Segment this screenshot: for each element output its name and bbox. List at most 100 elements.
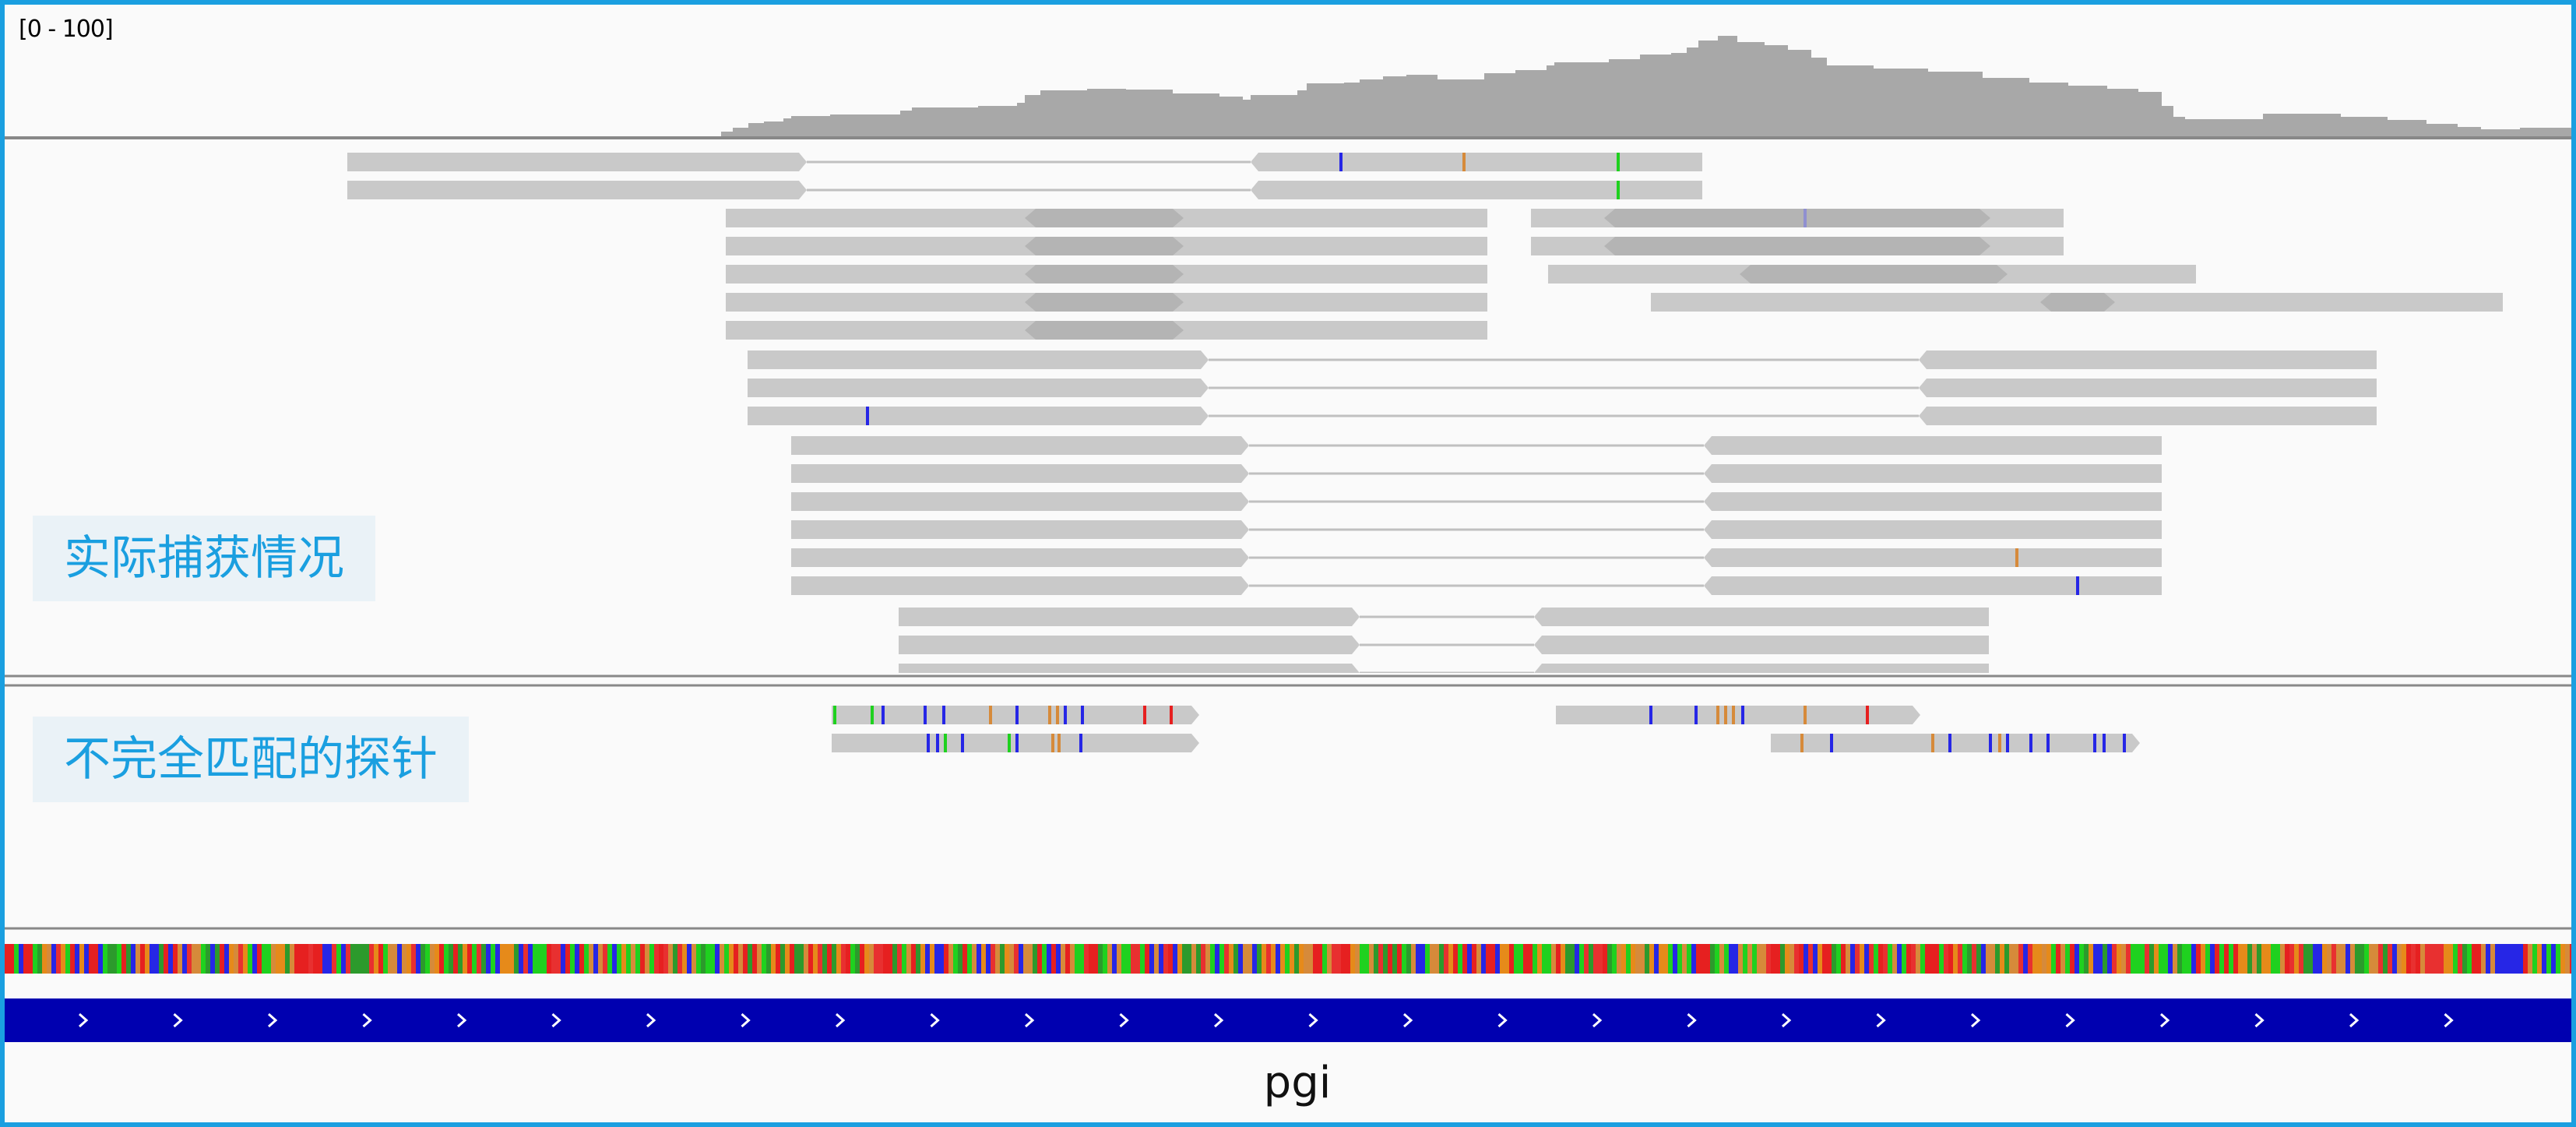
reference-base (677, 944, 682, 974)
spliced-read-pair[interactable] (791, 548, 2162, 567)
reference-base (332, 944, 336, 974)
reference-base (37, 944, 42, 974)
mismatch-mark (1008, 734, 1011, 752)
reference-base (1126, 944, 1131, 974)
spliced-read-pair[interactable] (791, 436, 2162, 455)
reference-base (1930, 944, 1934, 974)
mismatch-mark (1716, 706, 1719, 724)
reference-base (2364, 944, 2369, 974)
reference-base (1729, 944, 1733, 974)
reference-base (640, 944, 645, 974)
reference-base (860, 944, 864, 974)
probe-alignment[interactable] (1556, 706, 1920, 724)
reference-base (1196, 944, 1201, 974)
read[interactable] (1548, 265, 2196, 284)
read[interactable] (1531, 237, 2064, 255)
reference-base (1705, 944, 1710, 974)
probe-alignment[interactable] (832, 734, 1199, 752)
read[interactable] (726, 209, 1487, 227)
reference-base (906, 944, 911, 974)
gene-feature-track[interactable] (5, 998, 2571, 1042)
reference-base (2084, 944, 2089, 974)
reference-base (1990, 944, 1995, 974)
reference-base (1925, 944, 1930, 974)
reference-base (1187, 944, 1191, 974)
mismatch-mark (1079, 734, 1082, 752)
spliced-read-pair[interactable] (748, 350, 2377, 369)
reference-base (1733, 944, 1738, 974)
spliced-read-pair[interactable] (748, 407, 2377, 425)
reference-base (1976, 944, 1981, 974)
reference-base (621, 944, 626, 974)
reference-base (1584, 944, 1589, 974)
reference-base (2486, 944, 2490, 974)
read[interactable] (726, 265, 1487, 284)
reference-base (2532, 944, 2537, 974)
reference-base (1986, 944, 1990, 974)
read-block (899, 608, 1360, 626)
reference-base (2079, 944, 2084, 974)
coverage-track[interactable] (721, 36, 2571, 138)
read[interactable] (1531, 209, 2064, 227)
spliced-read-pair[interactable] (791, 492, 2162, 511)
reference-base (145, 944, 150, 974)
reference-base (61, 944, 65, 974)
reference-base (430, 944, 435, 974)
reference-base (785, 944, 790, 974)
reference-base (1201, 944, 1205, 974)
mismatch-mark (1051, 734, 1054, 752)
reference-base (2308, 944, 2313, 974)
reference-base (1649, 944, 1654, 974)
read-block (1771, 734, 2140, 752)
reference-base (710, 944, 715, 974)
reference-base (2154, 944, 2159, 974)
reference-base (1780, 944, 1785, 974)
mismatch-mark (1170, 706, 1173, 724)
read-block (791, 436, 1249, 455)
gene-feature-bar[interactable] (5, 998, 2571, 1042)
chevron-right-icon (836, 1013, 846, 1028)
reference-base (2107, 944, 2112, 974)
reference-base (2495, 944, 2500, 974)
read[interactable] (1651, 293, 2503, 312)
read-overlap (1025, 265, 1184, 284)
probe-alignment[interactable] (1771, 734, 2140, 752)
reference-base (2360, 944, 2364, 974)
reference-base (1416, 944, 1420, 974)
read-block (1704, 520, 2162, 539)
alignment-reads-track[interactable] (5, 153, 2571, 685)
reference-base (547, 944, 551, 974)
spliced-read-pair[interactable] (791, 520, 2162, 539)
reference-base (1743, 944, 1747, 974)
probe-alignment[interactable] (832, 706, 1199, 724)
reference-base (2500, 944, 2504, 974)
spliced-read-pair[interactable] (347, 153, 1702, 171)
reference-base (1019, 944, 1023, 974)
reference-base (542, 944, 547, 974)
reference-base (1285, 944, 1290, 974)
spliced-read-pair[interactable] (347, 181, 1702, 199)
reference-base (168, 944, 173, 974)
spliced-read-pair[interactable] (899, 636, 1989, 654)
reference-base (1939, 944, 1944, 974)
chevron-right-icon (930, 1013, 940, 1028)
reference-base (1911, 944, 1916, 974)
reference-base (1579, 944, 1584, 974)
read[interactable] (726, 293, 1487, 312)
spliced-read-pair[interactable] (748, 379, 2377, 397)
reference-base (1159, 944, 1163, 974)
reference-base (612, 944, 617, 974)
mismatch-mark (1804, 209, 1807, 227)
reference-base (117, 944, 121, 974)
spliced-read-pair[interactable] (791, 464, 2162, 483)
reference-sequence-track[interactable] (5, 944, 2571, 974)
read[interactable] (726, 321, 1487, 340)
reference-base (654, 944, 659, 974)
mismatch-mark (1830, 734, 1833, 752)
spliced-read-pair[interactable] (899, 608, 1989, 626)
probe-alignment-track[interactable] (832, 706, 2140, 752)
read[interactable] (726, 237, 1487, 255)
spliced-read-pair[interactable] (791, 576, 2162, 595)
reference-base (1205, 944, 1210, 974)
reference-base (1663, 944, 1668, 974)
